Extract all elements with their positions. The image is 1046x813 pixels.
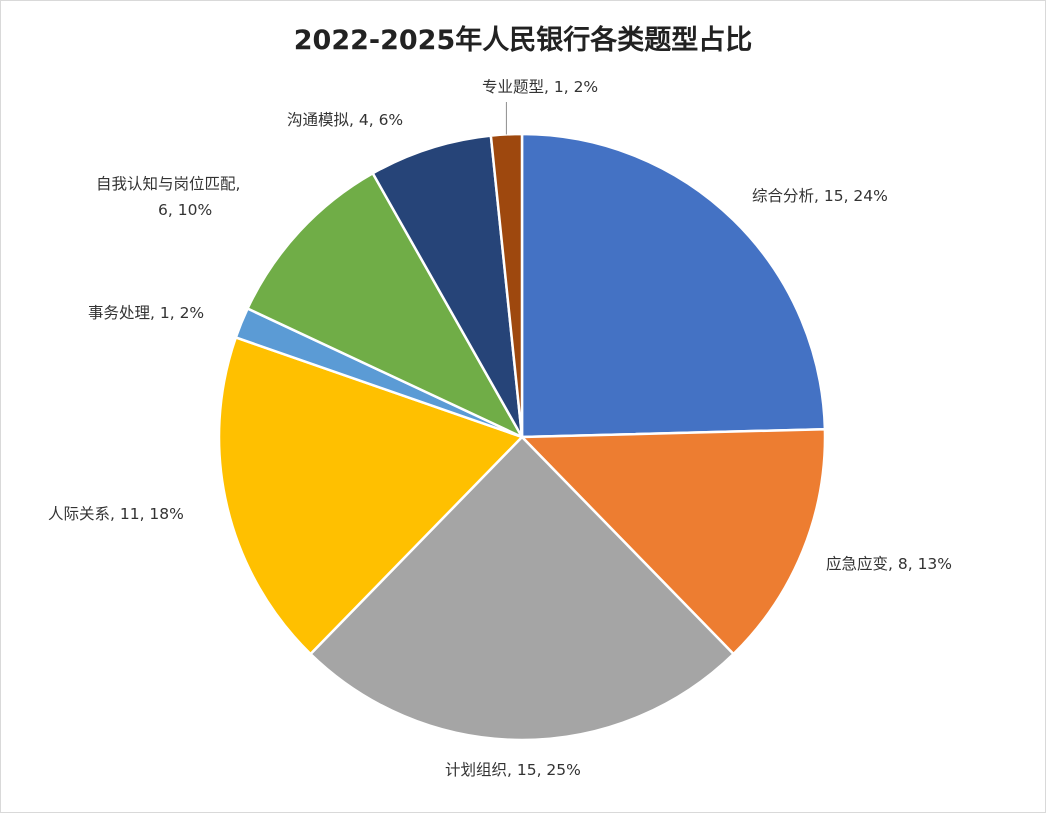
data-label-3: 计划组织, 15, 25%	[445, 761, 581, 779]
data-label-1: 综合分析, 15, 24%	[752, 187, 888, 205]
data-label-7: 沟通模拟, 4, 6%	[287, 111, 403, 129]
pie-slice-1	[520, 132, 827, 439]
pie-slice-8	[489, 132, 524, 439]
data-label-5: 事务处理, 1, 2%	[88, 304, 204, 322]
data-label-2: 应急应变, 8, 13%	[826, 554, 952, 573]
pie-slice-3	[309, 435, 735, 742]
pie-slice-6	[246, 172, 524, 439]
data-label-6: 自我认知与岗位匹配, 6, 10%	[96, 175, 240, 219]
pie-slice-4	[217, 336, 524, 656]
data-label-4: 人际关系, 11, 18%	[48, 505, 184, 523]
pie-slice-2	[520, 427, 827, 656]
data-label-8: 专业题型, 1, 2%	[482, 78, 598, 96]
pie-slice-7	[371, 134, 524, 439]
chart-title: 2022-2025年人民银行各类题型占比	[293, 25, 753, 56]
